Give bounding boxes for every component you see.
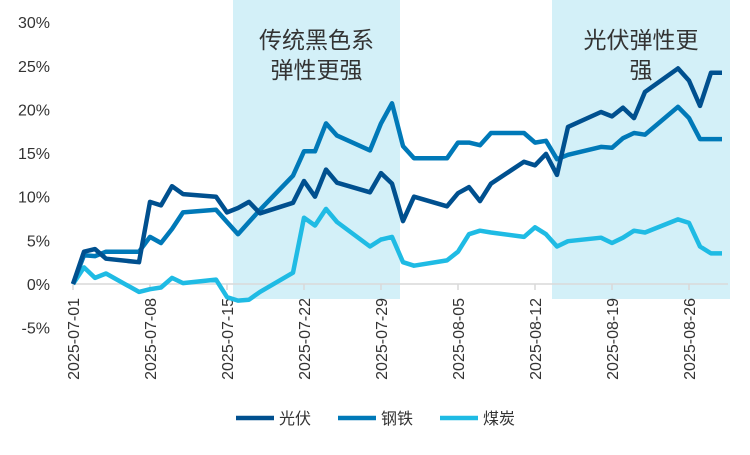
series-line-1: [70, 66, 722, 285]
band-annotation: 强: [630, 57, 653, 83]
x-tick-label: 2025-07-08: [143, 298, 160, 380]
legend-label: 煤炭: [483, 410, 515, 428]
y-tick-label: 20%: [18, 102, 50, 119]
y-tick-label: 5%: [27, 233, 50, 250]
y-tick-label: 10%: [18, 190, 50, 207]
series-line-2: [70, 101, 722, 285]
x-tick-label: 2025-08-12: [528, 298, 545, 380]
series-lines: [70, 66, 722, 303]
x-tick-label: 2025-07-22: [297, 298, 314, 380]
x-tick-label: 2025-07-15: [220, 298, 237, 380]
y-tick-label: -5%: [22, 321, 50, 338]
x-tick-label: 2025-08-05: [451, 298, 468, 380]
legend-label: 光伏: [279, 410, 311, 428]
x-tick-label: 2025-07-01: [66, 298, 83, 380]
band-annotation: 传统黑色系: [259, 27, 374, 53]
series-line-3: [71, 206, 722, 303]
y-tick-label: 15%: [18, 146, 50, 163]
x-tick-label: 2025-07-29: [374, 298, 391, 380]
y-tick-label: 0%: [27, 277, 50, 294]
band-annotation: 弹性更强: [271, 57, 363, 83]
legend: 光伏 钢铁 煤炭: [236, 410, 515, 428]
x-tick-label: 2025-08-26: [682, 298, 699, 380]
x-tick-label: 2025-08-19: [605, 298, 622, 380]
y-tick-label: 30%: [18, 15, 50, 32]
y-tick-label: 25%: [18, 59, 50, 76]
band-annotation: 光伏弹性更: [584, 27, 699, 53]
legend-label: 钢铁: [381, 410, 413, 428]
